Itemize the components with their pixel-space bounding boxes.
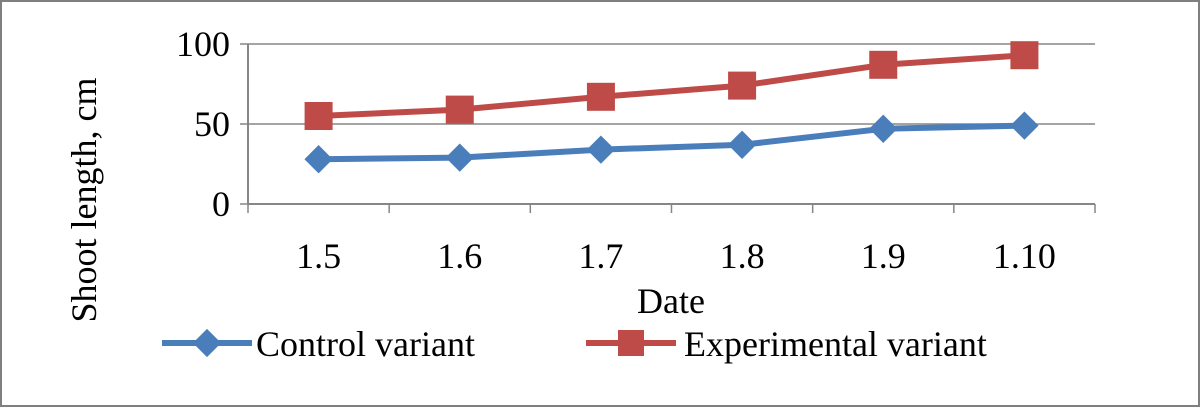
legend-label-experimental: Experimental variant: [684, 324, 987, 364]
y-tick-labels: 0 50 100: [176, 24, 248, 224]
series-line-control: [318, 122, 1025, 163]
series-line-experimental: [318, 52, 1025, 119]
y-axis-title: Shoot length, cm: [64, 78, 104, 323]
data-point: [304, 102, 333, 130]
x-tick-label: 1.10: [993, 236, 1056, 276]
x-tick-label: 1.6: [437, 236, 482, 276]
data-point: [1010, 111, 1039, 140]
legend-label-control: Control variant: [256, 324, 475, 364]
x-tick-labels: 1.5 1.6 1.7 1.8 1.9 1.10: [296, 236, 1056, 276]
data-point: [445, 95, 474, 124]
x-tick-label: 1.9: [861, 236, 906, 276]
data-point: [304, 145, 333, 174]
x-axis-title: Date: [637, 281, 705, 321]
y-tick-label: 50: [194, 104, 230, 144]
series-group: [304, 41, 1039, 174]
x-tick-marks: [247, 204, 1096, 213]
x-tick-label: 1.8: [720, 236, 765, 276]
data-point: [586, 135, 616, 164]
legend: Control variant Experimental variant: [162, 324, 987, 364]
legend-marker-experimental: [618, 330, 644, 356]
data-point: [445, 143, 474, 172]
y-tick-label: 100: [176, 24, 230, 64]
data-point: [869, 50, 898, 79]
data-point: [728, 71, 757, 100]
data-point: [727, 130, 757, 159]
gridlines: [248, 43, 1095, 125]
data-point: [869, 114, 898, 143]
x-tick-label: 1.5: [296, 236, 341, 276]
data-point: [1010, 41, 1039, 70]
legend-marker-control: [192, 328, 222, 358]
y-tick-label: 0: [212, 184, 230, 224]
x-tick-label: 1.7: [578, 236, 623, 276]
data-point: [586, 82, 615, 111]
